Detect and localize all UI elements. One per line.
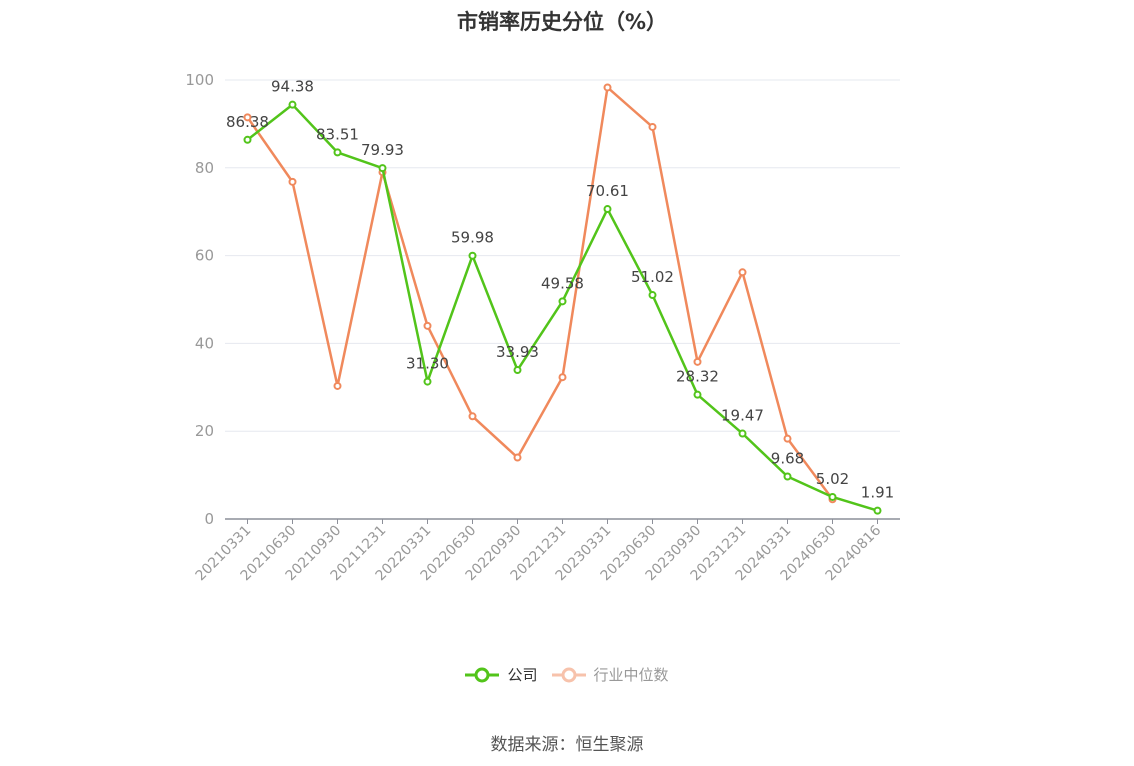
data-label-company: 28.32 — [676, 368, 719, 386]
data-point-industry-median — [693, 357, 702, 366]
data-label-company: 9.68 — [771, 450, 804, 468]
legend-label-industry-median: 行业中位数 — [593, 666, 669, 684]
legend-item-industry-median[interactable]: 行业中位数 — [551, 664, 669, 685]
data-point-industry-median — [243, 113, 252, 122]
data-point-company — [783, 472, 792, 481]
line-chart: 0204060801002021033120210630202109302021… — [185, 71, 900, 584]
data-point-industry-median — [288, 177, 297, 186]
data-label-company: 59.98 — [451, 229, 494, 247]
y-tick-label: 80 — [195, 159, 214, 177]
y-tick-label: 40 — [195, 334, 214, 352]
data-point-company — [243, 135, 252, 144]
data-label-company: 94.38 — [271, 78, 314, 96]
data-point-company — [333, 148, 342, 157]
data-point-industry-median — [333, 381, 342, 390]
data-point-industry-median — [423, 321, 432, 330]
series-line-industry-median — [246, 86, 834, 500]
data-point-company — [423, 377, 432, 386]
data-point-company — [288, 100, 297, 109]
data-point-company — [558, 297, 567, 306]
data-point-industry-median — [648, 122, 657, 131]
y-tick-label: 0 — [204, 510, 214, 528]
data-label-company: 51.02 — [631, 268, 674, 286]
data-label-company: 31.30 — [406, 355, 449, 373]
data-source-note: 数据来源：恒生聚源 — [490, 735, 644, 755]
y-tick-label: 100 — [185, 71, 214, 89]
data-label-company: 83.51 — [316, 125, 359, 143]
legend-marker-industry-median — [551, 667, 586, 682]
chart-legend: 公司 行业中位数 — [0, 664, 1134, 685]
data-point-company — [378, 164, 387, 173]
data-label-company: 49.58 — [541, 274, 584, 292]
data-label-company: 70.61 — [586, 182, 629, 200]
data-point-company — [513, 366, 522, 375]
data-label-company: 19.47 — [721, 407, 764, 425]
data-point-company — [873, 506, 882, 515]
data-point-industry-median — [603, 83, 612, 92]
data-point-company — [738, 429, 747, 438]
data-point-industry-median — [738, 268, 747, 277]
data-label-company: 1.91 — [861, 484, 894, 502]
data-point-industry-median — [513, 453, 522, 462]
y-tick-label: 60 — [195, 247, 214, 265]
chart-title: 市销率历史分位（%） — [456, 10, 668, 34]
y-tick-label: 20 — [195, 422, 214, 440]
data-point-company — [828, 492, 837, 501]
data-label-company: 79.93 — [361, 141, 404, 159]
data-point-company — [693, 390, 702, 399]
data-point-industry-median — [783, 434, 792, 443]
data-point-industry-median — [468, 412, 477, 421]
data-point-company — [603, 205, 612, 214]
legend-item-company[interactable]: 公司 — [465, 664, 538, 685]
data-label-company: 86.38 — [226, 113, 269, 131]
data-point-industry-median — [558, 373, 567, 382]
data-label-company: 5.02 — [816, 470, 849, 488]
data-label-company: 33.93 — [496, 343, 539, 361]
data-point-company — [648, 291, 657, 300]
legend-label-company: 公司 — [507, 666, 538, 684]
legend-marker-company — [465, 667, 500, 682]
data-point-company — [468, 251, 477, 260]
